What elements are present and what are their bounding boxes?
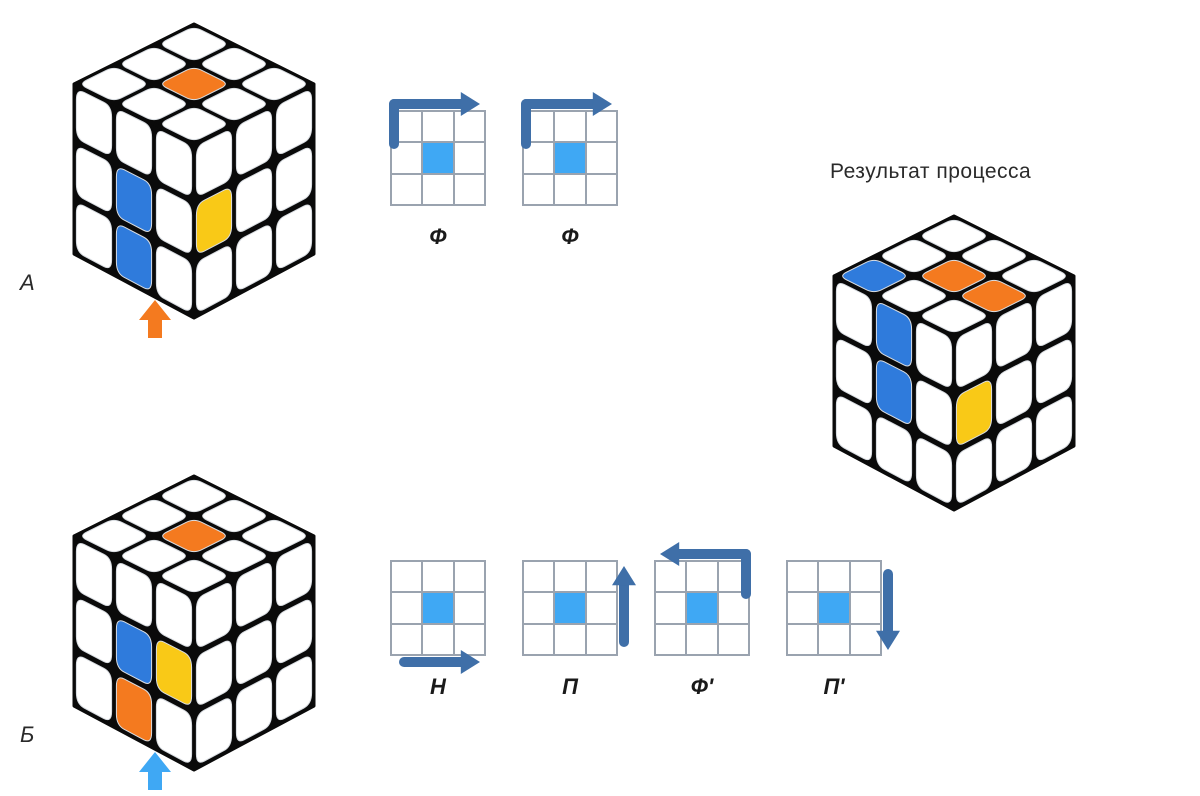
notation-row-1: ФФ bbox=[390, 110, 618, 250]
cube-result bbox=[820, 210, 1088, 525]
cube-a-svg bbox=[60, 18, 328, 328]
cube-a bbox=[60, 18, 328, 333]
notation-item: Н bbox=[390, 560, 486, 700]
notation-label: П bbox=[562, 674, 578, 700]
notation-label: Ф bbox=[561, 224, 578, 250]
cube-result-svg bbox=[820, 210, 1088, 520]
notation-label: П' bbox=[823, 674, 844, 700]
notation-label: Н bbox=[430, 674, 446, 700]
notation-item: П bbox=[522, 560, 618, 700]
pointer-arrow-b bbox=[135, 750, 175, 794]
pointer-arrow-a bbox=[135, 298, 175, 342]
notation-item: Ф bbox=[390, 110, 486, 250]
notation-label: Ф bbox=[429, 224, 446, 250]
result-title: Результат процесса bbox=[830, 160, 1031, 184]
cube-b bbox=[60, 470, 328, 785]
notation-label: Ф' bbox=[691, 674, 713, 700]
notation-row-2: Н П Ф' П' bbox=[390, 560, 882, 700]
cube-b-svg bbox=[60, 470, 328, 780]
notation-item: П' bbox=[786, 560, 882, 700]
label-cube-a: А bbox=[20, 270, 35, 296]
notation-item: Ф' bbox=[654, 560, 750, 700]
label-cube-b: Б bbox=[20, 722, 34, 748]
notation-item: Ф bbox=[522, 110, 618, 250]
